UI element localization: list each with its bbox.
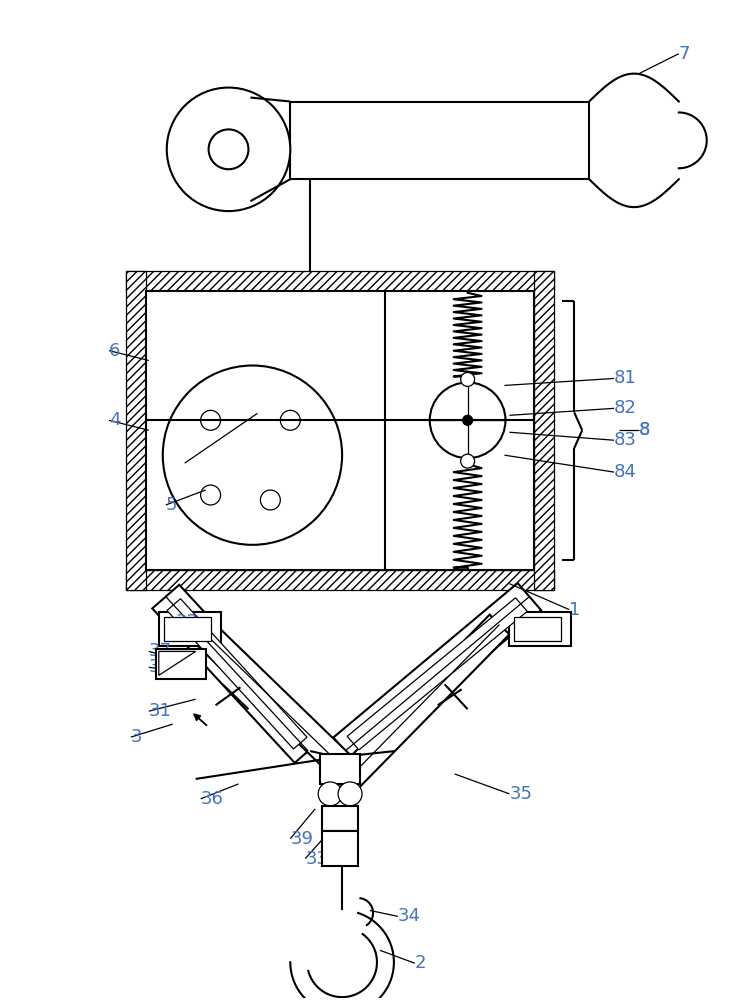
Polygon shape bbox=[167, 599, 307, 749]
Circle shape bbox=[430, 382, 506, 458]
Text: 82: 82 bbox=[614, 399, 637, 417]
Circle shape bbox=[461, 372, 475, 386]
Text: 83: 83 bbox=[614, 431, 637, 449]
Text: 2: 2 bbox=[415, 954, 426, 972]
Text: 1: 1 bbox=[569, 601, 581, 619]
Text: 32: 32 bbox=[176, 613, 198, 631]
Bar bbox=[126, 570, 554, 590]
Text: 37: 37 bbox=[148, 642, 172, 660]
Text: 35: 35 bbox=[509, 785, 532, 803]
Polygon shape bbox=[164, 617, 211, 641]
Bar bbox=[146, 291, 534, 570]
Text: 39: 39 bbox=[290, 830, 313, 848]
Text: 34: 34 bbox=[398, 907, 421, 925]
Circle shape bbox=[461, 454, 475, 468]
Bar bbox=[509, 612, 571, 646]
Circle shape bbox=[209, 129, 248, 169]
Circle shape bbox=[260, 490, 280, 510]
Circle shape bbox=[201, 410, 220, 430]
Polygon shape bbox=[186, 615, 365, 789]
Text: 31: 31 bbox=[148, 702, 172, 720]
Bar bbox=[534, 271, 554, 590]
Text: 4: 4 bbox=[109, 411, 121, 429]
Polygon shape bbox=[514, 617, 562, 641]
Bar bbox=[290, 102, 589, 179]
Circle shape bbox=[201, 485, 220, 505]
Circle shape bbox=[318, 782, 342, 806]
Text: 84: 84 bbox=[614, 463, 637, 481]
Text: 8: 8 bbox=[639, 421, 650, 439]
Text: 6: 6 bbox=[109, 342, 121, 360]
Bar bbox=[322, 831, 358, 866]
Circle shape bbox=[462, 415, 473, 425]
Text: 5: 5 bbox=[166, 496, 177, 514]
Text: 81: 81 bbox=[614, 369, 637, 387]
Text: 38: 38 bbox=[148, 658, 172, 676]
Circle shape bbox=[167, 88, 290, 211]
Text: 36: 36 bbox=[201, 790, 223, 808]
Polygon shape bbox=[152, 585, 322, 763]
Bar bbox=[126, 271, 146, 590]
Polygon shape bbox=[334, 583, 541, 765]
Circle shape bbox=[280, 410, 301, 430]
Text: 33: 33 bbox=[305, 850, 329, 868]
Text: 3: 3 bbox=[131, 728, 143, 746]
Polygon shape bbox=[159, 651, 196, 675]
Circle shape bbox=[162, 366, 342, 545]
Polygon shape bbox=[338, 615, 509, 789]
Bar bbox=[320, 754, 360, 784]
Polygon shape bbox=[347, 598, 527, 750]
Bar bbox=[156, 649, 206, 679]
Bar bbox=[159, 612, 220, 646]
Text: 8: 8 bbox=[639, 421, 650, 439]
Bar bbox=[126, 271, 554, 291]
Circle shape bbox=[338, 782, 362, 806]
Text: 7: 7 bbox=[679, 45, 690, 63]
Bar bbox=[322, 806, 358, 831]
